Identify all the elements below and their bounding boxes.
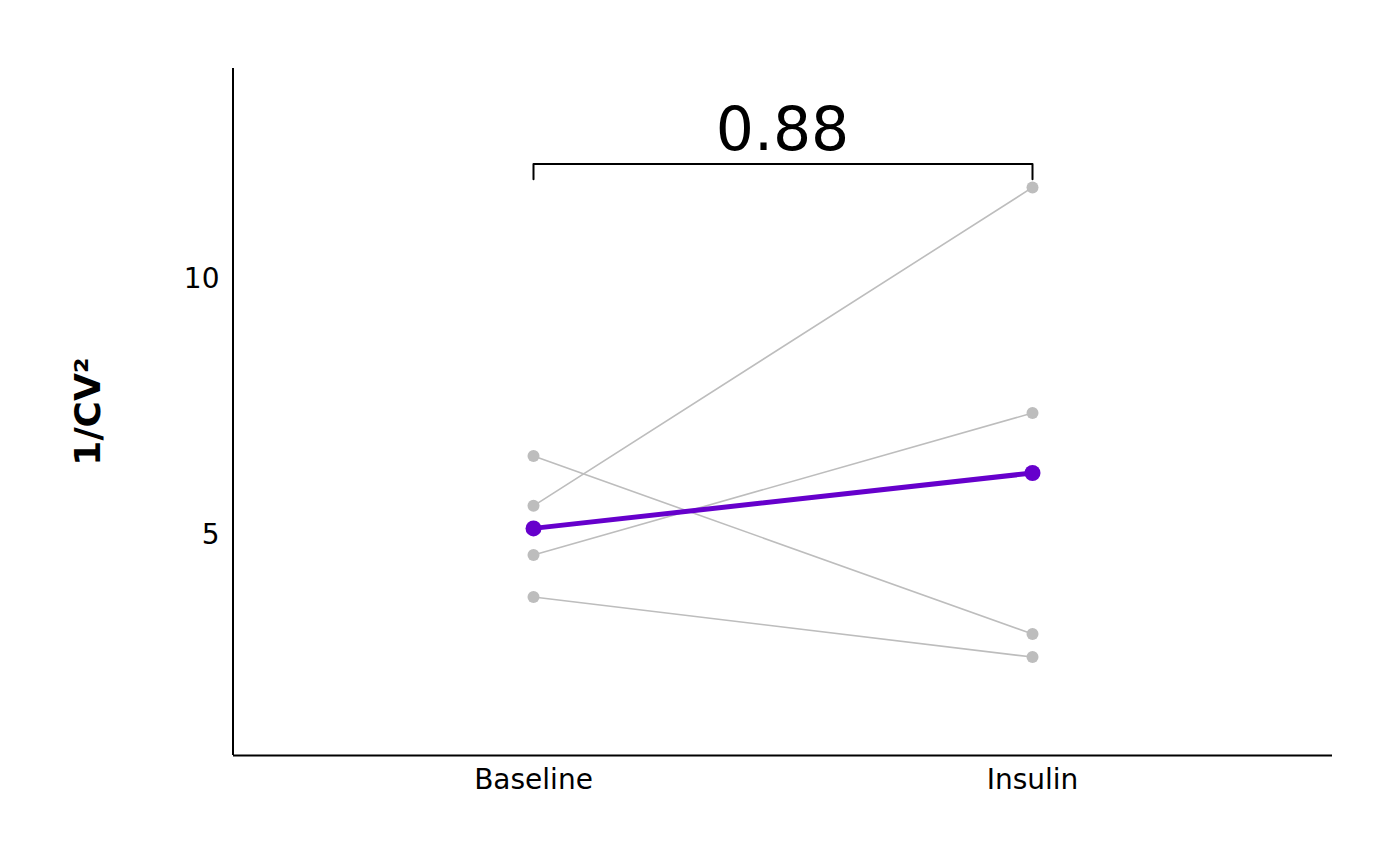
svg-text:0.88: 0.88 <box>716 94 850 164</box>
svg-text:5: 5 <box>202 518 220 551</box>
svg-text:Baseline: Baseline <box>474 763 593 796</box>
svg-text:1/CV²: 1/CV² <box>67 357 108 465</box>
svg-text:Insulin: Insulin <box>987 763 1079 796</box>
svg-text:10: 10 <box>184 262 220 295</box>
